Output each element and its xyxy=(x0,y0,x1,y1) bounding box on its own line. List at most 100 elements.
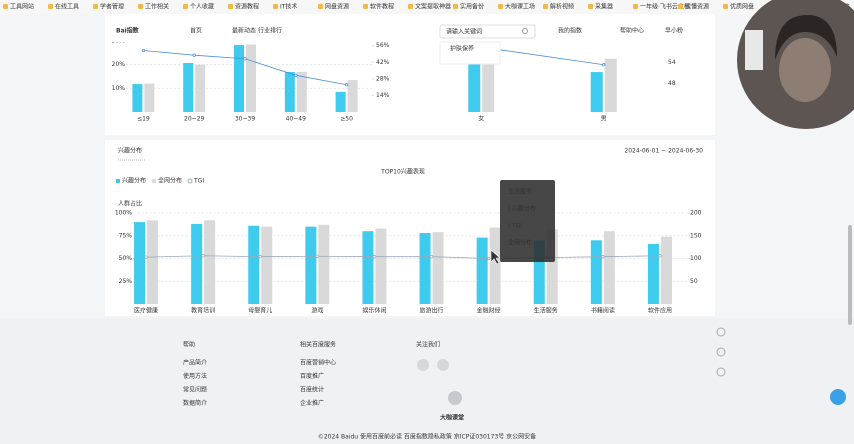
bookmark-icon xyxy=(723,4,728,9)
social-icon[interactable] xyxy=(417,359,429,371)
bookmark[interactable]: 学者管理 xyxy=(100,3,124,11)
bookmark-icon xyxy=(453,4,458,9)
footer-link[interactable]: 使用方法 xyxy=(183,372,207,380)
bar xyxy=(284,72,295,112)
bookmark-icon xyxy=(93,4,98,9)
tooltip-line: 生活服务 xyxy=(508,188,532,196)
cursor xyxy=(490,249,501,265)
bookmark[interactable]: 大咖课工场 xyxy=(505,3,535,11)
legend-label[interactable]: TGI xyxy=(193,178,204,185)
nav-item[interactable]: 首页 xyxy=(190,27,202,35)
x-tick-label: 金融财经 xyxy=(477,307,501,315)
x-tick-label: 30~39 xyxy=(235,116,255,123)
bar xyxy=(248,225,260,304)
point xyxy=(344,83,349,87)
bar xyxy=(318,224,330,304)
date-range: 2024-06-01 ~ 2024-06-30 xyxy=(624,148,703,155)
side-icon[interactable] xyxy=(716,367,726,377)
y-axis-label: 人群占比 xyxy=(118,200,142,208)
legend-marker xyxy=(152,179,156,183)
bar xyxy=(375,228,387,304)
y-tick-label: 100% xyxy=(115,210,132,217)
x-tick-label: 游戏 xyxy=(311,307,323,315)
bookmark-icon xyxy=(363,4,368,9)
y-tick-label: 50% xyxy=(119,255,133,262)
bookmark[interactable]: 工具网站 xyxy=(10,3,34,11)
legend-label[interactable]: 兴趣分布 xyxy=(122,177,146,185)
y-tick-label: 10% xyxy=(112,85,126,92)
side-icon[interactable] xyxy=(716,347,726,357)
header xyxy=(105,14,715,42)
legend-marker xyxy=(116,179,120,183)
header-button[interactable]: 帮助中心 xyxy=(620,27,644,35)
watermark-icon xyxy=(448,391,462,405)
footer-link[interactable]: 产品简介 xyxy=(183,359,207,367)
search-icon xyxy=(522,28,528,34)
bookmark-icon xyxy=(408,4,413,9)
y2-tick-label: 56% xyxy=(376,42,390,49)
x-tick-label: 女 xyxy=(478,115,484,123)
x-tick-label: 书籍阅读 xyxy=(591,307,615,315)
bar xyxy=(590,240,602,304)
bookmark[interactable]: IT技术 xyxy=(280,3,297,11)
point xyxy=(602,63,606,67)
bookmark-icon xyxy=(228,4,233,9)
bookmark-icon xyxy=(543,4,548,9)
x-tick-label: 教育培训 xyxy=(191,307,215,315)
bookmark[interactable]: 软件教程 xyxy=(370,3,394,11)
bar xyxy=(195,64,206,112)
point xyxy=(258,255,262,259)
bookmark[interactable]: 解析视频 xyxy=(550,3,574,11)
footer-link[interactable]: 数据简介 xyxy=(183,399,207,407)
bookmark[interactable]: 工作相关 xyxy=(145,3,169,11)
bookmark[interactable]: 读懂资源 xyxy=(685,3,709,11)
bookmark[interactable]: 一年级·飞书云文档 xyxy=(640,3,690,11)
search-box[interactable] xyxy=(439,24,536,39)
footer-link[interactable]: 常见问题 xyxy=(183,386,207,394)
bar xyxy=(335,91,346,112)
search-placeholder: 请输入关键词 xyxy=(446,28,482,36)
bar xyxy=(604,58,617,112)
bookmark[interactable]: 在线工具 xyxy=(55,3,79,11)
y-tick-label: 25% xyxy=(119,278,133,285)
bookmark[interactable]: 实用备份 xyxy=(460,3,484,11)
point xyxy=(601,255,605,259)
x-tick-label: 男 xyxy=(601,116,607,123)
help-button[interactable] xyxy=(830,389,846,405)
footer-link[interactable]: 百度统计 xyxy=(300,386,324,394)
point xyxy=(429,255,434,259)
suggest[interactable]: 护肤保养 xyxy=(450,45,474,53)
point xyxy=(141,48,146,53)
header-button[interactable]: 早小粉 xyxy=(665,27,683,35)
bookmark[interactable]: 网盘资源 xyxy=(325,3,349,11)
bookmark[interactable]: 优质网盘 xyxy=(730,3,754,11)
bar xyxy=(204,220,216,304)
footer-link[interactable]: 企业推广 xyxy=(300,399,324,407)
nav-item[interactable]: 最新动态 xyxy=(232,27,256,35)
y-tick-label: 30% xyxy=(112,38,126,45)
x-tick-label: 母婴育儿 xyxy=(248,307,272,315)
bookmark[interactable]: 文案提取神器 xyxy=(415,3,451,11)
bookmark[interactable]: 个人收藏 xyxy=(190,3,214,11)
side-icon[interactable] xyxy=(716,327,726,337)
webcam-face xyxy=(779,38,831,102)
nav-item[interactable]: 行业排行 xyxy=(258,27,282,35)
footer-link[interactable]: 百度营销中心 xyxy=(300,359,336,367)
bookmark[interactable]: 资源教程 xyxy=(235,3,259,11)
social-icon[interactable] xyxy=(437,359,449,371)
legend-label[interactable]: 全网分布 xyxy=(158,177,182,185)
bar xyxy=(144,83,155,112)
point xyxy=(315,254,320,258)
point xyxy=(658,254,662,258)
y2-tick-label: 48 xyxy=(668,80,676,87)
bookmark-bar xyxy=(0,0,854,14)
webcam-light xyxy=(745,30,763,70)
header-button[interactable]: 我的指数 xyxy=(558,27,582,35)
bookmark[interactable]: 采集器 xyxy=(595,3,613,11)
bookmark-icon xyxy=(273,4,278,9)
footer-link[interactable]: 百度推广 xyxy=(300,372,324,380)
webcam-hair xyxy=(775,15,837,60)
bar xyxy=(533,240,545,304)
watermark: 大咖课堂 xyxy=(440,414,464,422)
